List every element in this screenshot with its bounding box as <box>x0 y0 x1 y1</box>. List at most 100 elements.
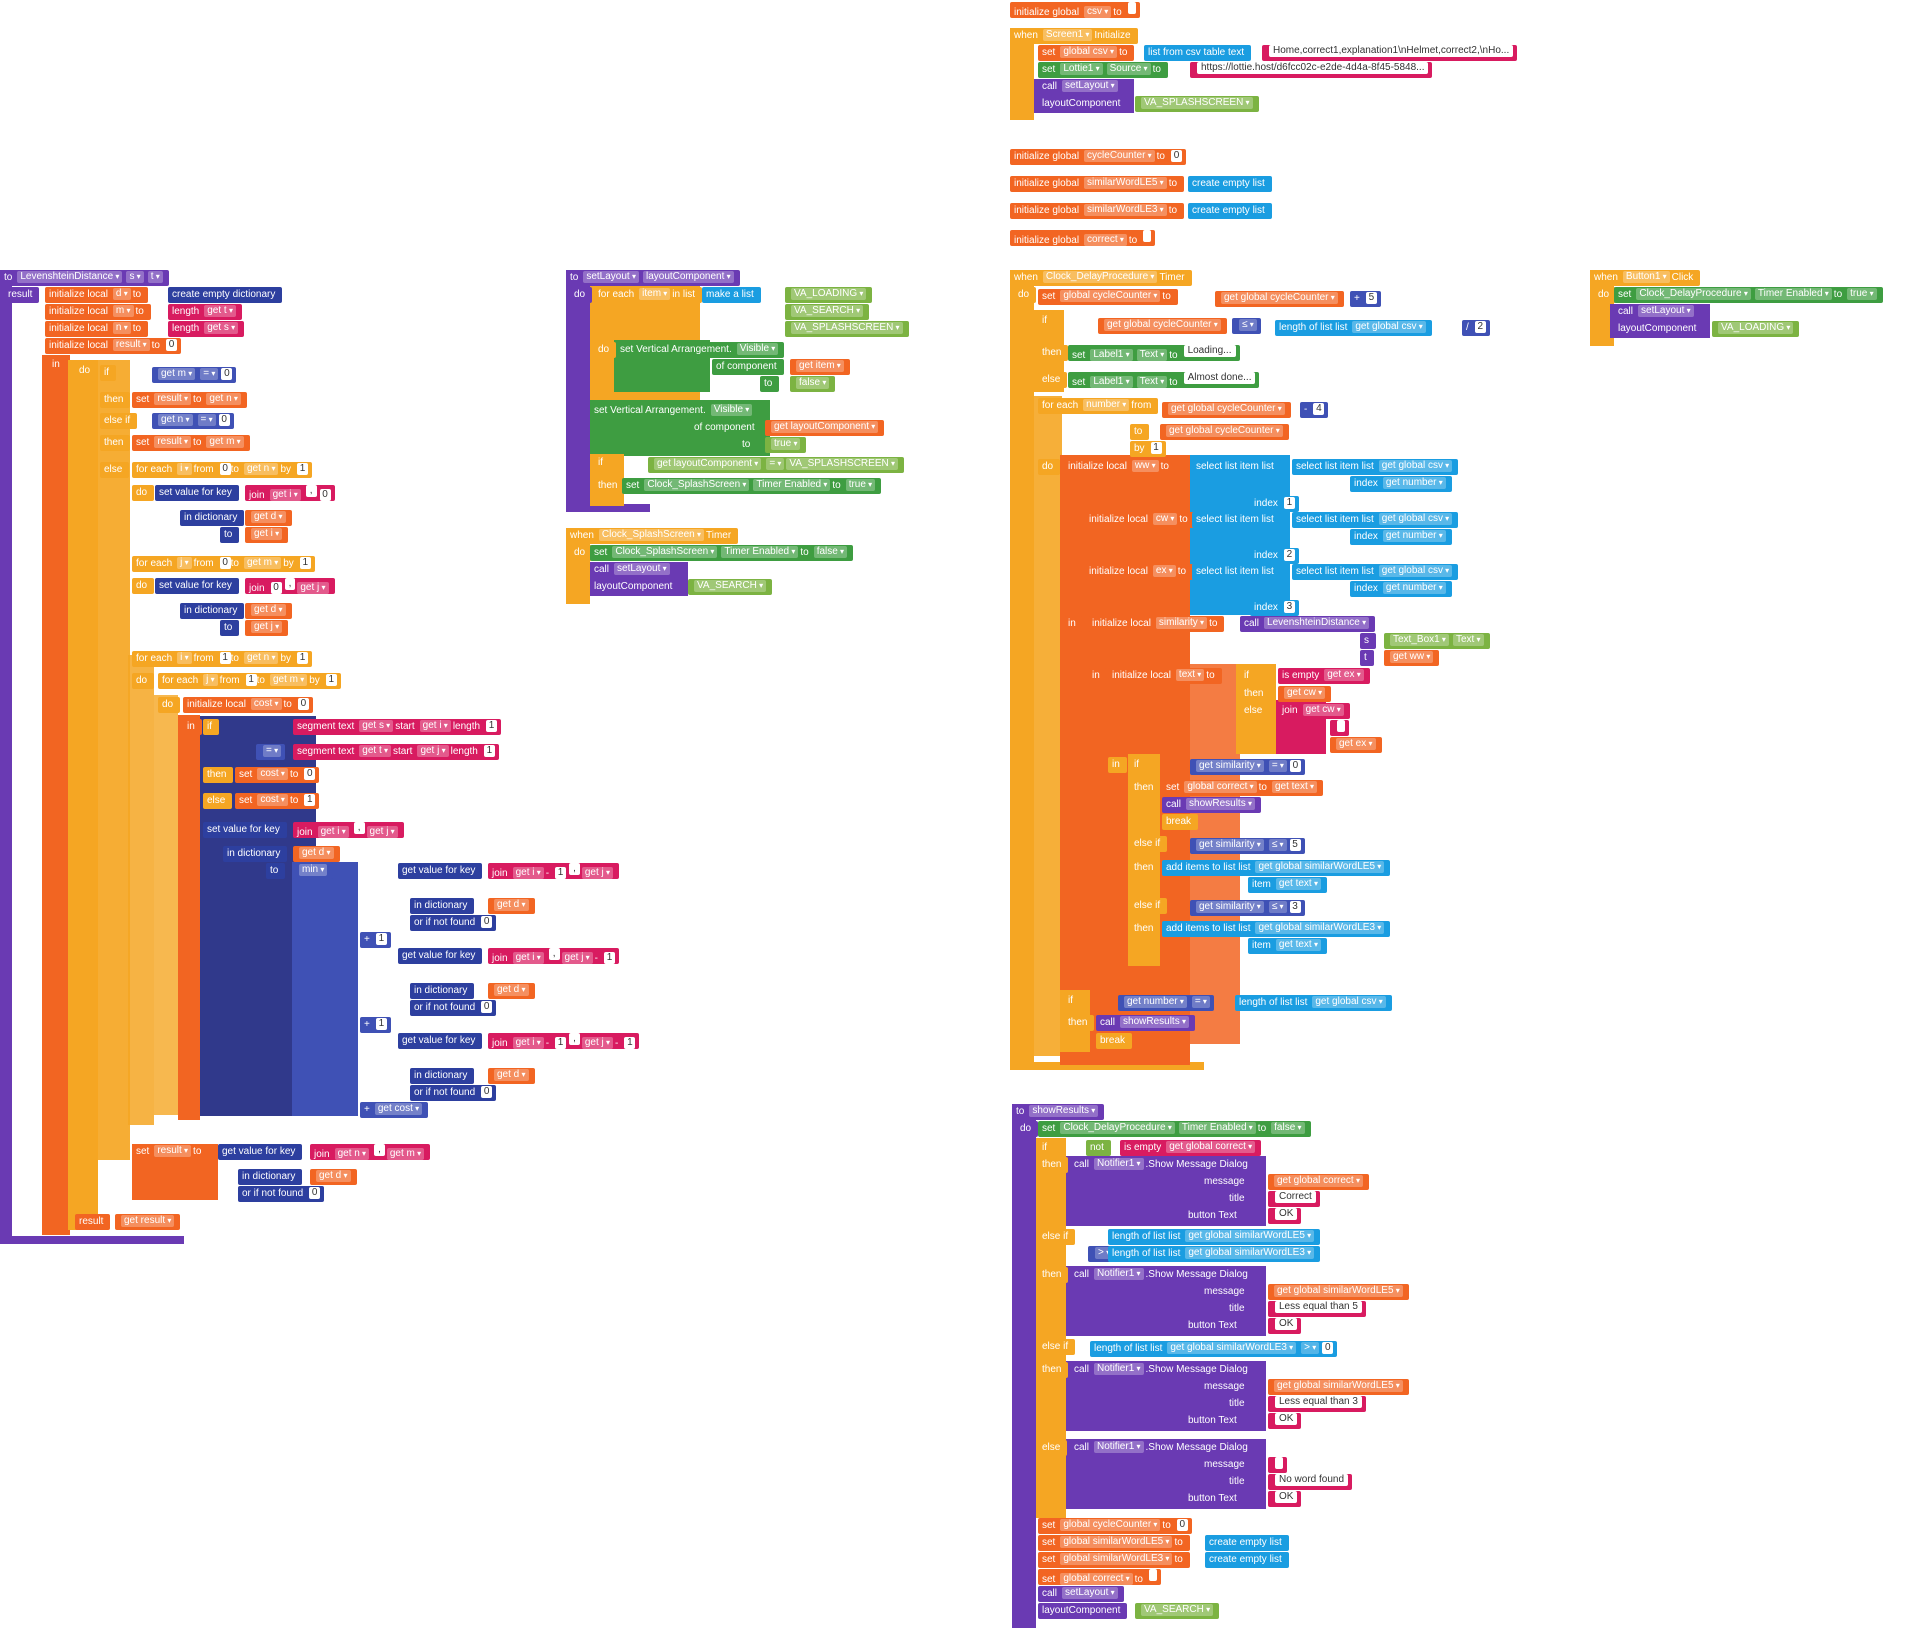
field-dropdown[interactable]: VA_LOADING <box>1718 322 1794 334</box>
block-variable[interactable]: initialize global cycleCounterto 0 <box>1010 149 1186 165</box>
block-procedure[interactable]: to LevenshteinDistancest <box>0 270 169 286</box>
block-list[interactable]: add items to list list get global similar… <box>1162 860 1391 876</box>
field-dropdown[interactable]: get cw <box>1284 687 1326 699</box>
number-field[interactable]: 5 <box>1365 292 1377 304</box>
field-dropdown[interactable]: VA_SEARCH <box>1141 1604 1214 1616</box>
field-dropdown[interactable]: get j <box>417 745 449 757</box>
block-list[interactable]: list from csv table text <box>1144 45 1252 61</box>
block-variable[interactable]: set resultto get n <box>132 392 247 408</box>
field-dropdown[interactable]: get d <box>299 847 334 859</box>
number-field[interactable]: 1 <box>486 720 498 732</box>
block-variable[interactable]: get global similarWordLE5 <box>1268 1379 1409 1395</box>
block-variable[interactable]: set global correctto <box>1038 1569 1161 1585</box>
field-dropdown[interactable]: j <box>177 557 192 569</box>
block-list[interactable]: select list item list get global csv <box>1292 459 1459 475</box>
block-text[interactable]: is empty get ex <box>1278 668 1370 684</box>
field-dropdown[interactable]: get n <box>243 463 279 475</box>
block-text[interactable]: OK <box>1268 1318 1302 1334</box>
field-dropdown[interactable]: get global cycleCounter <box>1104 319 1221 331</box>
block-control[interactable]: then <box>594 478 625 494</box>
field-dropdown[interactable]: text <box>1175 669 1205 681</box>
field-dropdown[interactable]: get i <box>512 952 544 964</box>
block-variable[interactable]: initialize local nto <box>45 321 149 337</box>
number-field[interactable]: 1 <box>1150 442 1162 454</box>
text-field[interactable]: , <box>569 1033 580 1045</box>
block-control[interactable]: for each itemin list <box>594 287 703 303</box>
block-list[interactable]: length of list list get global similarWor… <box>1108 1246 1321 1262</box>
block-list[interactable]: length of list list get global csv <box>1235 995 1392 1011</box>
block-event[interactable]: when Screen1Initialize <box>1010 28 1138 44</box>
field-dropdown[interactable]: get layoutComponent <box>654 458 762 470</box>
field-dropdown[interactable]: get j <box>581 1037 614 1049</box>
field-dropdown[interactable]: Label1 <box>1090 376 1133 388</box>
block-call[interactable]: title <box>1225 1474 1252 1490</box>
block-control[interactable]: do <box>594 342 617 358</box>
block-call[interactable]: message <box>1200 1174 1252 1190</box>
block-component[interactable]: set Vertical Arrangement. Visible <box>616 342 785 358</box>
block-control[interactable]: then <box>100 435 131 451</box>
block-dict[interactable]: to <box>220 527 240 543</box>
operator-dropdown[interactable]: ≤ <box>1268 901 1287 913</box>
block-variable[interactable]: get d <box>488 898 535 914</box>
block-control[interactable]: then <box>1130 780 1161 796</box>
block-control[interactable]: else if <box>1038 1229 1076 1245</box>
text-field[interactable]: Less equal than 3 <box>1275 1396 1362 1408</box>
block-event[interactable]: do <box>1594 287 1617 303</box>
block-call[interactable]: button Text <box>1184 1413 1244 1429</box>
field-dropdown[interactable]: Visible <box>736 343 779 355</box>
block-variable[interactable]: get result <box>115 1214 181 1230</box>
field-dropdown[interactable]: get global similarWordLE3 <box>1185 1247 1315 1259</box>
field-dropdown[interactable]: get m <box>243 557 282 569</box>
block-dict[interactable]: get value for key <box>218 1144 303 1160</box>
block-list[interactable]: select list item list get global csv <box>1292 564 1459 580</box>
number-field[interactable]: 0 <box>218 414 230 426</box>
operator-dropdown[interactable]: > <box>1301 1342 1320 1354</box>
number-field[interactable]: 0 <box>219 557 231 569</box>
text-field[interactable]: , <box>353 822 365 834</box>
block-variable[interactable]: initialize local resultto 0 <box>45 338 181 354</box>
block-component[interactable]: set Clock_SplashScreenTimer Enabledtotrue <box>622 478 882 494</box>
block-control[interactable]: do <box>158 697 181 713</box>
text-field[interactable]: OK <box>1275 1413 1298 1425</box>
block-variable[interactable]: initialize local dto <box>45 287 149 303</box>
block-variable[interactable]: in <box>183 719 202 735</box>
field-dropdown[interactable]: VA_SEARCH <box>694 580 767 592</box>
field-dropdown[interactable]: LevenshteinDistance <box>1264 617 1370 629</box>
field-dropdown[interactable]: result <box>154 1145 192 1157</box>
field-dropdown[interactable]: cycleCounter <box>1084 150 1155 162</box>
field-dropdown[interactable]: get j <box>366 826 398 838</box>
block-text[interactable]: is empty get global correct <box>1120 1140 1262 1156</box>
text-field[interactable]: OK <box>1275 1208 1298 1220</box>
block-list[interactable]: item get text <box>1248 877 1327 893</box>
number-field[interactable]: 0 <box>270 582 282 594</box>
field-dropdown[interactable]: VA_SEARCH <box>791 305 864 317</box>
field-dropdown[interactable]: get global correct <box>1166 1141 1256 1153</box>
block-control[interactable]: then <box>1130 921 1161 937</box>
field-dropdown[interactable]: get t <box>204 305 236 317</box>
block-control[interactable]: for each numberfrom <box>1038 398 1159 414</box>
block-logic[interactable]: VA_SEARCH <box>1135 1603 1220 1619</box>
field-dropdown[interactable]: true <box>845 479 876 491</box>
field-dropdown[interactable]: item <box>639 288 671 300</box>
field-dropdown[interactable]: get global csv <box>1352 321 1426 333</box>
text-field[interactable]: , <box>305 485 317 497</box>
field-dropdown[interactable]: get m <box>206 436 244 448</box>
block-call[interactable]: message <box>1200 1457 1252 1473</box>
block-control[interactable]: else if <box>1130 836 1168 852</box>
field-dropdown[interactable]: get j <box>251 621 283 633</box>
block-variable[interactable]: set global similarWordLE5to <box>1038 1535 1190 1551</box>
text-field[interactable]: OK <box>1275 1318 1298 1330</box>
block-logic[interactable]: VA_LOADING <box>785 287 873 303</box>
field-dropdown[interactable]: get number <box>1382 582 1446 594</box>
block-procedure[interactable]: to showResults <box>1012 1104 1105 1120</box>
field-dropdown[interactable]: get d <box>494 1069 529 1081</box>
field-dropdown[interactable]: min <box>299 864 328 876</box>
block-dict[interactable]: create empty dictionary <box>168 287 283 303</box>
block-logic[interactable]: VA_SPLASHSCREEN <box>785 321 909 337</box>
block-dict[interactable]: in dictionary <box>180 603 245 619</box>
block-control[interactable]: then <box>100 392 131 408</box>
block-variable[interactable]: get global correct <box>1268 1174 1369 1190</box>
field-dropdown[interactable]: get item <box>796 360 844 372</box>
block-dict[interactable]: in dictionary <box>238 1169 303 1185</box>
block-variable[interactable]: get global cycleCounter <box>1215 291 1344 307</box>
